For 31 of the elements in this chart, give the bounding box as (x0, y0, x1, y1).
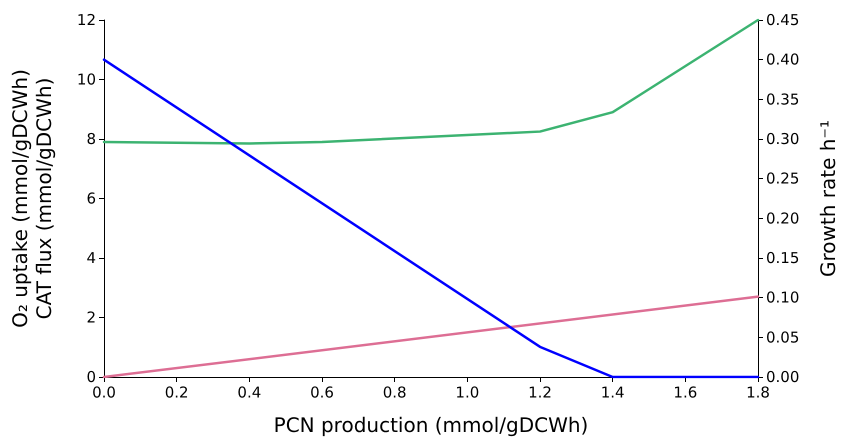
y2-tick-label: 0.20 (766, 209, 800, 228)
y2-tick-label: 0.15 (766, 249, 800, 267)
y2-tick-label: 0.35 (766, 90, 800, 108)
y-tick-label: 4 (86, 249, 96, 267)
line-series (102, 18, 760, 145)
y2-tick-label: 0.45 (766, 11, 800, 29)
x-tick-label: 0.4 (237, 384, 262, 402)
x-tick-label: 0.6 (310, 384, 334, 402)
y-tick-label: 2 (86, 308, 96, 326)
y-axis-title: O₂ uptake (mmol/gDCWh) CAT flux (mmol/gDCWh) (8, 69, 56, 328)
x-axis-title: PCN production (mmol/gDCWh) (274, 413, 588, 437)
y-tick-label: 0 (86, 368, 96, 386)
x-tick-label: 1.8 (746, 384, 770, 402)
x-tick-label: 1.6 (673, 384, 698, 402)
x-tick-label: 0.0 (92, 384, 116, 402)
y-tick-label: 8 (86, 130, 96, 148)
x-tick-label: 0.8 (382, 384, 407, 402)
y-tick-label: 10 (76, 70, 96, 88)
y2-tick-label: 0.40 (766, 50, 800, 69)
y2-tick-label: 0.05 (766, 328, 800, 346)
x-tick-label: 1.4 (600, 384, 625, 402)
y2-tick-label: 0.10 (766, 288, 800, 307)
y2-tick-label: 0.30 (766, 130, 800, 148)
y-tick-label: 6 (86, 190, 96, 208)
y2-tick-label: 0.25 (766, 170, 800, 188)
y2-axis-title: Growth rate h⁻¹ (816, 120, 840, 277)
x-tick-label: 1.0 (455, 384, 480, 402)
y-tick-label: 12 (76, 11, 96, 29)
x-tick-label: 0.2 (164, 384, 189, 402)
y2-tick-label: 0.00 (766, 368, 800, 386)
x-tick-label: 1.2 (528, 384, 552, 402)
